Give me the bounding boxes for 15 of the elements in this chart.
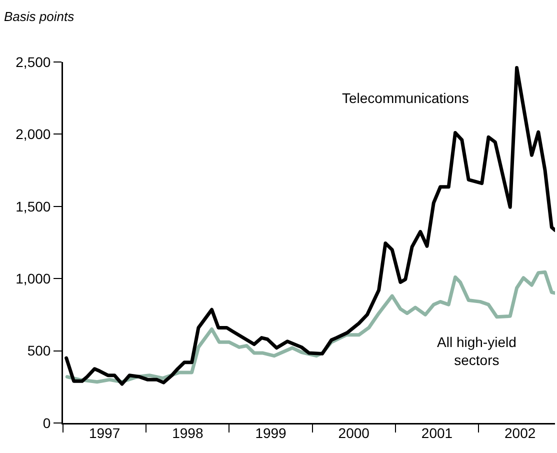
- x-tick-label: 1998: [172, 425, 204, 441]
- y-tick-label: 1,000: [16, 270, 51, 286]
- y-tick-label: 2,000: [16, 126, 51, 142]
- y-tick-label: 2,500: [16, 54, 51, 70]
- y-axis-title: Basis points: [4, 9, 75, 24]
- text: Telecommunications: [342, 90, 469, 106]
- x-tick-label: 1999: [255, 425, 287, 441]
- x-tick-label: 1997: [88, 425, 120, 441]
- y-tick-label: 1,500: [16, 198, 51, 214]
- series-label: All high-yield sectors: [437, 334, 516, 368]
- x-tick-label: 2000: [338, 425, 370, 441]
- x-tick-label: 2001: [421, 425, 453, 441]
- y-tick-label: 500: [27, 342, 51, 359]
- x-tick-label: 2002: [504, 425, 536, 441]
- y-tick-label: 0: [42, 414, 51, 431]
